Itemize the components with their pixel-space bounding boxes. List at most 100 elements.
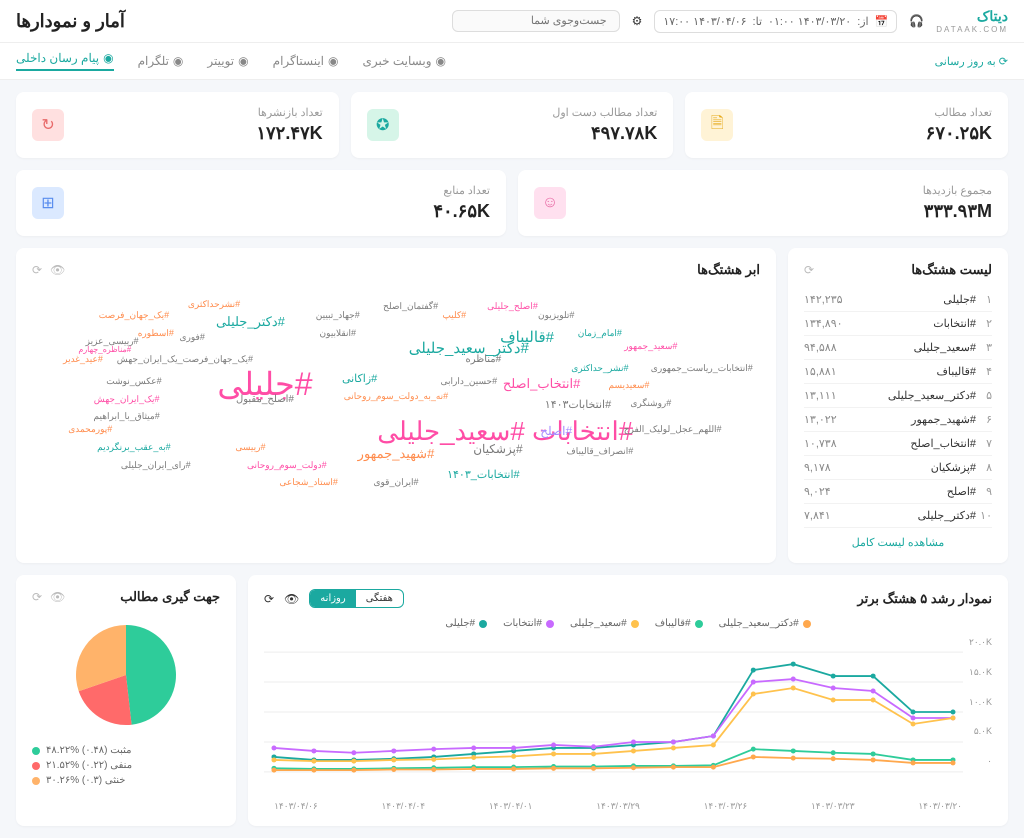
wordcloud-tag[interactable]: #انتخابات_۱۴۰۳ [447, 468, 520, 481]
hashtag-row[interactable]: ۴#قالیباف۱۵,۸۸۱ [804, 360, 992, 384]
wordcloud-tag[interactable]: #اسطوره [138, 328, 174, 339]
tab-اینستاگرام[interactable]: ◉ اینستاگرام [273, 51, 339, 71]
wordcloud-tag[interactable]: #گفتمان_اصلح [383, 301, 438, 312]
eye-icon[interactable]: 👁 [284, 592, 299, 606]
wordcloud-tag[interactable]: #فوری [179, 332, 204, 343]
pie-legend-item: مثبت (۰.۴۸) %۴۸.۲۲ [32, 745, 220, 756]
legend-item[interactable]: #قالیباف [655, 618, 703, 629]
period-toggle[interactable]: هفتگی روزانه [309, 589, 404, 608]
stat-icon: 🗎 [701, 109, 733, 141]
sentiment-panel: جهت گیری مطالب 👁 ⟳ مثبت (۰.۴۸) %۴۸.۲۲منف… [16, 575, 236, 826]
refresh-icon[interactable]: ⟳ [32, 590, 42, 604]
wordcloud-tag[interactable]: #یک_جهان_فرصت [99, 310, 169, 321]
wordcloud-tag[interactable]: #عید_غدیر [63, 354, 103, 365]
refresh-icon[interactable]: ⟳ [32, 263, 42, 277]
wordcloud-tag[interactable]: #پزشکیان [473, 442, 522, 456]
hashtag-row[interactable]: ۱#جلیلی۱۴۲,۲۳۵ [804, 288, 992, 312]
wordcloud-tag[interactable]: #رای_ایران_جلیلی [121, 460, 191, 471]
refresh-link[interactable]: ⟳ به روز رسانی [935, 55, 1008, 68]
legend-item[interactable]: #سعید_جلیلی [570, 618, 639, 629]
growth-chart-title: نمودار رشد ۵ هشتگ برتر [857, 591, 992, 607]
date-from-value: ۱۴۰۳/۰۳/۲۰ ۰۱:۰۰ [768, 15, 851, 28]
stat-card: تعداد مطالب دست اول۴۹۷.۷۸K✪ [351, 92, 674, 158]
refresh-icon[interactable]: ⟳ [804, 263, 814, 277]
legend-item[interactable]: #جلیلی [445, 618, 487, 629]
toggle-daily[interactable]: روزانه [310, 590, 355, 607]
wordcloud-tag[interactable]: #شهید_جمهور [358, 446, 435, 462]
hashtag-row[interactable]: ۳#سعید_جلیلی۹۴,۵۸۸ [804, 336, 992, 360]
hashtag-row[interactable]: ۱۰#دکتر_جلیلی۷,۸۴۱ [804, 504, 992, 528]
stat-icon: ☺ [534, 187, 566, 219]
wordcloud-tag[interactable]: #حسین_دارابی [441, 376, 498, 387]
date-to-label: تا: [753, 15, 762, 28]
wordcloud-tag[interactable]: #میثاق_با_ابراهیم [94, 411, 160, 422]
stat-card: تعداد بازنشرها۱۷۲.۴۷K↻ [16, 92, 339, 158]
toggle-weekly[interactable]: هفتگی [356, 590, 403, 607]
eye-icon[interactable]: 👁 [50, 590, 65, 604]
wordcloud-tag[interactable]: #مناظره_چهارم [78, 345, 131, 354]
hashtag-row[interactable]: ۶#شهید_جمهور۱۳,۰۲۲ [804, 408, 992, 432]
wordcloud-tag[interactable]: #انقلابیون [320, 328, 356, 339]
wordcloud-tag[interactable]: #نشرحداکثری [188, 299, 240, 310]
tab-تلگرام[interactable]: ◉ تلگرام [138, 51, 184, 71]
legend-item[interactable]: #دکتر_سعید_جلیلی [719, 618, 811, 629]
wordcloud-tag[interactable]: #اصلح_مقبول [236, 394, 294, 405]
stat-icon: ⊞ [32, 187, 64, 219]
wordcloud-tag[interactable]: #زاکانی [342, 372, 377, 385]
stat-icon: ↻ [32, 109, 64, 141]
logo: دیتاک DATAAK.COM [936, 8, 1008, 34]
wordcloud-tag[interactable]: #ایران_قوی [373, 477, 418, 488]
date-from-label: از: [857, 15, 868, 28]
hashtag-row[interactable]: ۲#انتخابات۱۳۴,۸۹۰ [804, 312, 992, 336]
wordcloud-tag[interactable]: #سعید_جمهور [624, 341, 677, 352]
wordcloud-tag[interactable]: #امام_زمان [578, 328, 622, 339]
wordcloud-tag[interactable]: #نشر_حداکثری [571, 363, 628, 374]
growth-chart-panel: نمودار رشد ۵ هشتگ برتر هفتگی روزانه 👁 ⟳ … [248, 575, 1008, 826]
wordcloud-tag[interactable]: #دولت_سوم_روحانی [247, 460, 327, 471]
wordcloud-tag[interactable]: #نه_به_دولت_سوم_روحانی [344, 391, 448, 402]
legend-item[interactable]: #انتخابات [503, 618, 554, 629]
tab-وبسایت خبری[interactable]: ◉ وبسایت خبری [363, 51, 447, 71]
refresh-icon[interactable]: ⟳ [264, 592, 274, 606]
wordcloud-tag[interactable]: #یک_ایران_جهش [94, 394, 160, 405]
wordcloud-tag[interactable]: #تلویزیون [538, 310, 574, 321]
wordcloud-tag[interactable]: #جهاد_تبیین [316, 310, 360, 321]
pie-chart [66, 615, 186, 735]
wordcloud-tag[interactable]: #عکس_نوشت [106, 376, 161, 387]
hashtag-list: ۱#جلیلی۱۴۲,۲۳۵۲#انتخابات۱۳۴,۸۹۰۳#سعید_جل… [804, 288, 992, 528]
wordcloud-tag[interactable]: #اللهم_عجل_لولیک_الفرج [624, 424, 722, 435]
tab-پیام رسان داخلی[interactable]: ◉ پیام رسان داخلی [16, 51, 114, 71]
date-range-picker[interactable]: 📅 از: ۱۴۰۳/۰۳/۲۰ ۰۱:۰۰ تا: ۱۴۰۳/۰۴/۰۶ ۱۷… [654, 10, 897, 33]
stat-icon: ✪ [367, 109, 399, 141]
wordcloud-tag[interactable]: #به_عقب_برنگردیم [97, 442, 171, 453]
wordcloud-tag[interactable]: #دکتر_جلیلی [216, 314, 285, 330]
wordcloud-tag[interactable]: #سعیدیسم [609, 380, 650, 391]
wordcloud-tag[interactable]: #پورمحمدی [68, 424, 112, 435]
gear-icon[interactable]: ⚙ [632, 14, 643, 28]
wordcloud-tag[interactable]: #کلیپ [442, 310, 466, 321]
wordcloud-tag[interactable]: #انتخابات۱۴۰۳ [545, 398, 611, 411]
wordcloud-tag[interactable]: #اصلح_جلیلی [487, 301, 538, 312]
view-all-link[interactable]: مشاهده لیست کامل [804, 536, 992, 549]
pie-legend-item: منفی (۰.۲۲) %۲۱.۵۲ [32, 760, 220, 771]
wordcloud: #جلیلی#انتخابات #سعید_جلیلی#دکتر_سعید_جل… [32, 288, 760, 508]
hashtag-row[interactable]: ۸#پزشکیان۹,۱۷۸ [804, 456, 992, 480]
wordcloud-tag[interactable]: #مناظره [466, 354, 502, 365]
headset-icon[interactable]: 🎧 [909, 14, 924, 28]
wordcloud-tag[interactable]: #استاد_شجاعی [279, 477, 337, 488]
wordcloud-tag[interactable]: #یک_جهان_فرصت_یک_ایران_جهش [117, 354, 253, 365]
wordcloud-tag[interactable]: #قالیباف [500, 328, 554, 346]
wordcloud-tag[interactable]: #اصلح [540, 424, 572, 438]
wordcloud-tag[interactable]: #انتخاب_اصلح [503, 376, 581, 392]
search-input[interactable] [452, 10, 620, 32]
hashtag-row[interactable]: ۵#دکتر_سعید_جلیلی۱۳,۱۱۱ [804, 384, 992, 408]
wordcloud-tag[interactable]: #رییسی [235, 442, 265, 453]
hashtag-row[interactable]: ۷#انتخاب_اصلح۱۰,۷۳۸ [804, 432, 992, 456]
wordcloud-tag[interactable]: #انتخابات_ریاست_جمهوری [651, 363, 753, 374]
eye-icon[interactable]: 👁 [50, 263, 65, 277]
wordcloud-tag[interactable]: #روشنگری [630, 398, 671, 409]
hashtag-row[interactable]: ۹#اصلح۹,۰۲۴ [804, 480, 992, 504]
wordcloud-tag[interactable]: #انصراف_قالیباف [566, 446, 633, 457]
tab-توییتر[interactable]: ◉ توییتر [207, 51, 248, 71]
hashtag-list-panel: لیست هشتگ‌ها ⟳ ۱#جلیلی۱۴۲,۲۳۵۲#انتخابات۱… [788, 248, 1008, 563]
